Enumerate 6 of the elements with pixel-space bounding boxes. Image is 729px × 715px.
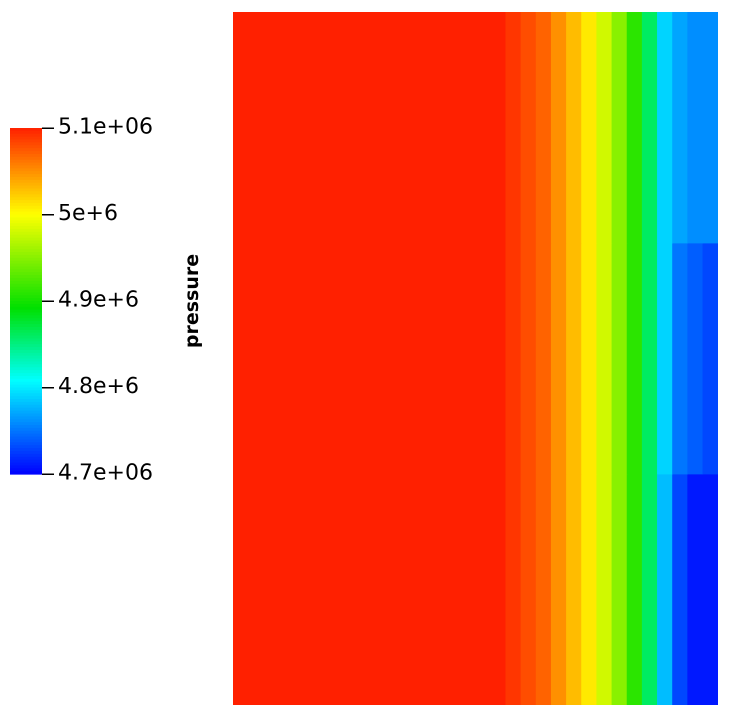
color-bar-label: 4.7e+06 <box>58 460 153 486</box>
color-bar-label: 4.8e+6 <box>58 374 139 400</box>
color-bar-title: pressure <box>180 254 203 348</box>
color-bar-label: 5e+6 <box>58 201 118 226</box>
color-bar-label: 5.1e+06 <box>58 114 153 140</box>
color-bar-label: 4.9e+6 <box>58 288 139 313</box>
